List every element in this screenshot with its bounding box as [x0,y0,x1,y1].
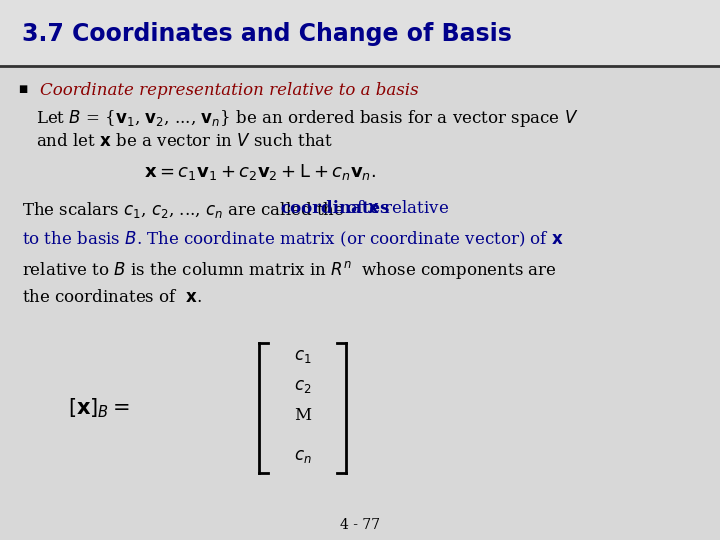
Text: and let $\mathbf{x}$ be a vector in $V$ such that: and let $\mathbf{x}$ be a vector in $V$ … [36,133,333,150]
Text: M: M [294,407,311,424]
Text: $c_1$: $c_1$ [294,348,311,365]
Text: $c_2$: $c_2$ [294,377,311,395]
Text: Let $B$ = {$\mathbf{v}_1$, $\mathbf{v}_2$, ..., $\mathbf{v}_n$} be an ordered ba: Let $B$ = {$\mathbf{v}_1$, $\mathbf{v}_2… [36,108,578,129]
Text: of $\mathbf{x}$ relative: of $\mathbf{x}$ relative [341,200,449,217]
Text: 3.7 Coordinates and Change of Basis: 3.7 Coordinates and Change of Basis [22,22,511,45]
Text: ■: ■ [18,84,27,94]
Text: coordinates: coordinates [281,200,390,217]
Text: The scalars $c_1$, $c_2$, ..., $c_n$ are called the: The scalars $c_1$, $c_2$, ..., $c_n$ are… [22,200,345,220]
Text: the coordinates of  $\mathbf{x}$.: the coordinates of $\mathbf{x}$. [22,289,202,306]
Text: 4 - 77: 4 - 77 [340,518,380,532]
Text: $[\mathbf{x}]_B =$: $[\mathbf{x}]_B =$ [68,396,130,420]
Text: to the basis $B$. The coordinate matrix (or coordinate vector) of $\mathbf{x}$: to the basis $B$. The coordinate matrix … [22,230,563,249]
Text: $c_n$: $c_n$ [294,448,311,465]
Text: $\mathbf{x} = c_1\mathbf{v}_1 + c_2\mathbf{v}_2 + \mathrm{L} + c_n\mathbf{v}_n.$: $\mathbf{x} = c_1\mathbf{v}_1 + c_2\math… [144,162,377,182]
Text: Coordinate representation relative to a basis: Coordinate representation relative to a … [40,82,418,99]
FancyBboxPatch shape [0,0,720,65]
Text: relative to $B$ is the column matrix in $R^n$  whose components are: relative to $B$ is the column matrix in … [22,259,557,281]
